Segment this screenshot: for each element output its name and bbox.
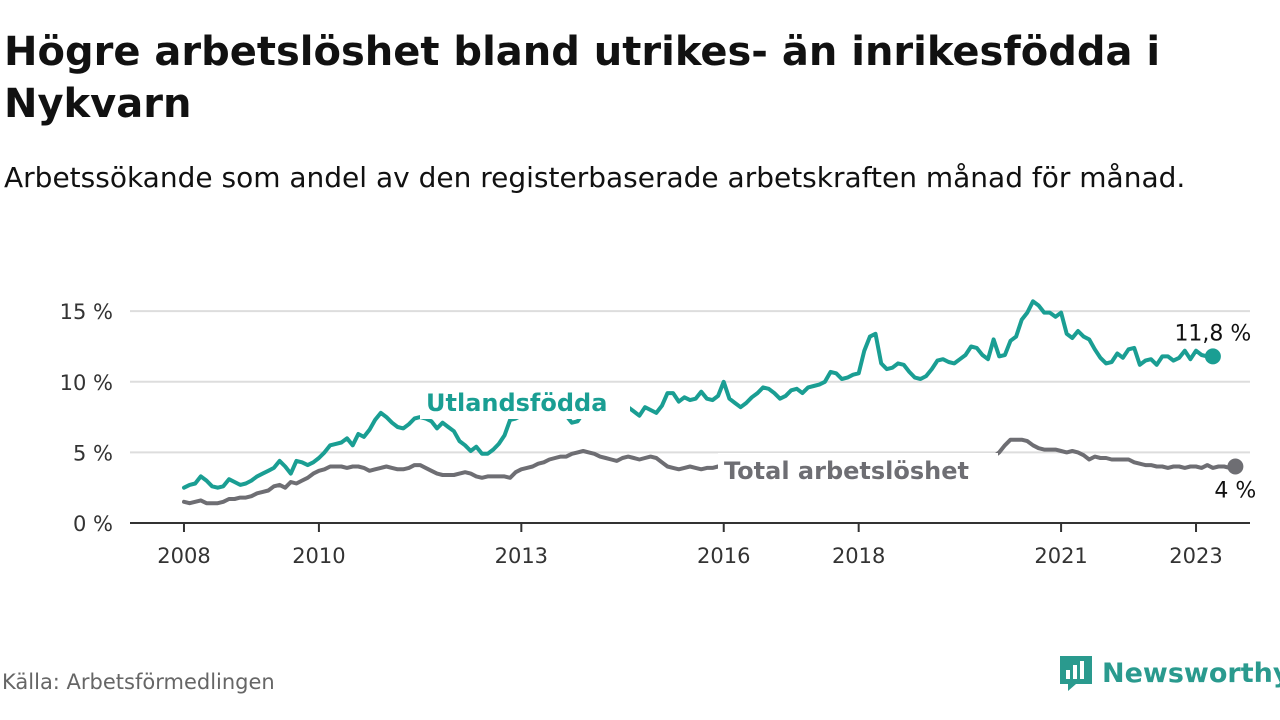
x-tick-label-2010: 2010 — [292, 544, 345, 568]
series-line-total — [182, 437, 1238, 506]
x-tick-label-2013: 2013 — [495, 544, 548, 568]
newsworthy-logo-icon — [1060, 656, 1092, 691]
x-axis: 2008 2010 2013 2016 2018 2021 2023 — [130, 522, 1250, 568]
y-axis-labels: 0 % 5 % 10 % 15 % — [60, 300, 113, 536]
y-tick-label-0: 0 % — [73, 512, 113, 536]
x-tick-label-2018: 2018 — [832, 544, 885, 568]
chart-subtitle: Arbetssökande som andel av den registerb… — [4, 161, 1186, 194]
chart-title: Högre arbetslöshet bland utrikes- än inr… — [4, 29, 1161, 127]
x-tick-label-2008: 2008 — [157, 544, 210, 568]
source-note: Källa: Arbetsförmedlingen — [2, 670, 275, 694]
series-label-utlandsfodda: Utlandsfödda — [426, 389, 607, 417]
endpoint-marker-utlandsfodda — [1204, 348, 1221, 365]
label-bg-utlandsfodda — [420, 385, 630, 419]
y-tick-label-10: 10 % — [60, 371, 113, 395]
series-label-total: Total arbetslöshet — [724, 457, 969, 485]
label-bg-total — [718, 453, 998, 487]
x-tick-label-2023: 2023 — [1169, 544, 1222, 568]
line-chart: 0 %5 %10 %15 % 2008 2010 2013 2016 2018 2021 2… — [60, 299, 1256, 568]
x-tick-label-2016: 2016 — [697, 544, 750, 568]
brand-logo: Newsworthy — [1058, 653, 1280, 693]
endpoint-label-utlandsfodda: 11,8 % — [1174, 321, 1251, 346]
y-tick-label-5: 5 % — [73, 441, 113, 465]
series-labels: Utlandsfödda Total arbetslöshet — [420, 385, 998, 487]
endpoint-label-total: 4 % — [1214, 479, 1256, 504]
y-tick-label-15: 15 % — [60, 300, 113, 324]
series-endpoints: 11,8 % 4 % — [1174, 321, 1256, 503]
brand-name: Newsworthy — [1102, 657, 1280, 689]
x-tick-label-2021: 2021 — [1034, 544, 1087, 568]
endpoint-marker-total — [1227, 458, 1244, 475]
series-lines — [182, 299, 1238, 506]
series-line-utlandsfodda — [182, 299, 1215, 490]
